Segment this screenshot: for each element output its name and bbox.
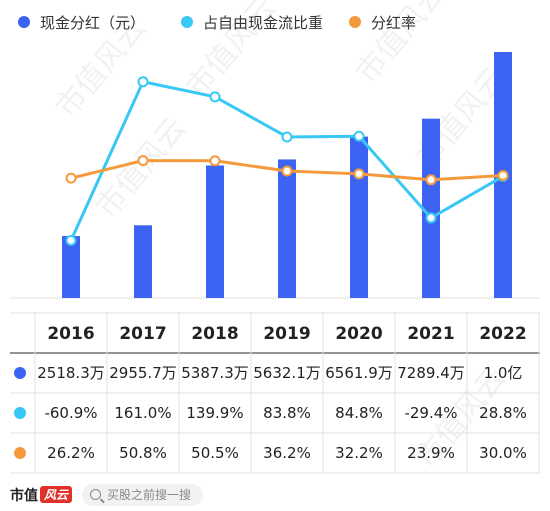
table-cell: 28.8% (479, 404, 527, 422)
logo-mark: 风云 (40, 486, 73, 503)
table-cell: 7289.4万 (397, 364, 465, 382)
table-cell: -60.9% (44, 404, 97, 422)
series-point (65, 172, 77, 184)
search-pill[interactable]: 买股之前搜一搜 (82, 483, 204, 506)
bar (422, 118, 440, 299)
row-marker (14, 447, 26, 459)
table-cell: -29.4% (404, 404, 457, 422)
table-cell: 30.0% (479, 444, 527, 462)
table-cell: 161.0% (114, 404, 171, 422)
lines (65, 76, 509, 246)
year-label: 2017 (119, 324, 166, 344)
table-cell: 2955.7万 (109, 364, 177, 382)
table-cell: 36.2% (263, 444, 311, 462)
series-point (497, 169, 509, 181)
table-cell: 83.8% (263, 404, 311, 422)
bar (206, 165, 224, 298)
series-point (425, 212, 437, 224)
bar (278, 159, 296, 298)
legend-label: 分红率 (371, 14, 416, 32)
row-marker (14, 367, 26, 379)
legend-marker (349, 16, 361, 28)
legend: 现金分红（元） 占自由现金流比重 分红率 (18, 14, 416, 32)
data-table: 2016 2017 2018 2019 2020 2021 2022 2518.3万 2955.… (10, 312, 540, 474)
footer: 市值 风云 买股之前搜一搜 (0, 478, 550, 511)
year-label: 2016 (47, 324, 94, 344)
table-cell: 50.5% (191, 444, 239, 462)
table-cell: 23.9% (407, 444, 455, 462)
series-point (281, 165, 293, 177)
series-point (209, 91, 221, 103)
legend-label: 占自由现金流比重 (203, 14, 323, 32)
bar (134, 225, 152, 298)
table-cell: 1.0亿 (484, 364, 523, 382)
logo-text: 市值 (10, 487, 38, 504)
series-point (209, 155, 221, 167)
series-point (353, 130, 365, 142)
search-icon (90, 489, 102, 500)
year-label: 2020 (335, 324, 382, 344)
series-point (65, 234, 77, 246)
year-label: 2018 (191, 324, 238, 344)
series-point (353, 168, 365, 180)
legend-marker (181, 16, 193, 28)
logo: 市值 风云 (10, 485, 73, 505)
year-label: 2021 (407, 324, 454, 344)
table-cell: 5387.3万 (181, 364, 249, 382)
table-cell: 6561.9万 (325, 364, 393, 382)
table-cell: 26.2% (47, 444, 95, 462)
table-cell: 32.2% (335, 444, 383, 462)
year-label: 2019 (263, 324, 310, 344)
series-point (137, 76, 149, 88)
legend-label: 现金分红（元） (40, 14, 145, 32)
table-cell: 5632.1万 (253, 364, 321, 382)
table-cell: 50.8% (119, 444, 167, 462)
row-marker (14, 407, 26, 419)
series-point (281, 131, 293, 143)
year-label: 2022 (479, 324, 526, 344)
legend-marker (18, 16, 30, 28)
bar (350, 136, 368, 298)
series-point (425, 174, 437, 186)
table-cell: 139.9% (186, 404, 243, 422)
series-point (137, 155, 149, 167)
table-cell: 84.8% (335, 404, 383, 422)
bar (62, 236, 80, 298)
table-cell: 2518.3万 (37, 364, 105, 382)
search-text: 买股之前搜一搜 (107, 488, 192, 502)
